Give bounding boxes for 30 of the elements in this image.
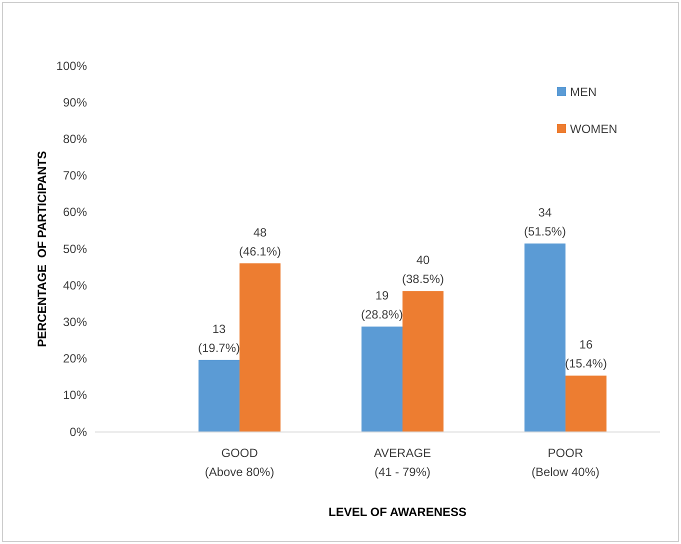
data-label: 34 (51.5%) — [524, 206, 566, 239]
y-tick-label: 100% — [56, 58, 88, 73]
legend-label: MEN — [570, 85, 597, 99]
x-tick-label: AVERAGE (41 - 79%) — [374, 446, 432, 479]
bar — [362, 326, 402, 432]
y-axis-title: PERCENTAGE OF PARTICIPANTS — [35, 150, 49, 348]
bar — [524, 244, 566, 432]
x-tick-label: POOR (Below 40%) — [531, 446, 600, 479]
data-label: 40 (38.5%) — [402, 253, 444, 286]
bar — [198, 360, 240, 432]
bar — [565, 376, 606, 432]
data-label: 13 (19.7%) — [198, 322, 240, 355]
x-axis-title: LEVEL OF AWARENESS — [328, 505, 467, 519]
data-label: 19 (28.8%) — [360, 288, 404, 322]
y-tick-label: 60% — [62, 205, 88, 220]
y-tick-label: 10% — [62, 388, 88, 402]
y-tick-label: 70% — [62, 168, 88, 183]
y-tick-label: 20% — [62, 352, 88, 366]
data-label: 16 (15.4%) — [564, 338, 607, 371]
x-tick-label: GOOD (Above 80%) — [204, 446, 274, 479]
y-tick-label: 30% — [62, 315, 88, 330]
bar — [240, 263, 281, 432]
y-tick-label: 80% — [62, 132, 88, 146]
y-tick-label: 50% — [62, 242, 88, 256]
y-tick-label: 40% — [62, 278, 88, 292]
legend-label: WOMEN — [570, 122, 618, 136]
bar — [402, 291, 444, 432]
data-label: 48 (46.1%) — [239, 225, 282, 258]
y-tick-label: 90% — [62, 95, 88, 110]
y-tick-label: 0% — [70, 424, 88, 439]
